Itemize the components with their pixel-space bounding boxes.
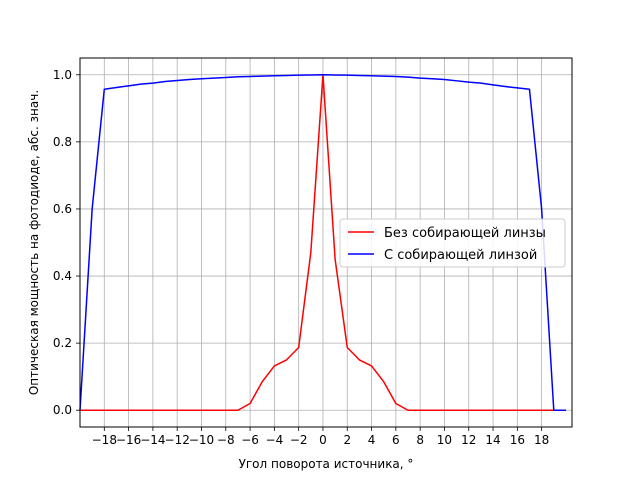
x-tick-label: 0: [319, 433, 327, 447]
legend-label: Без собирающей линзы: [384, 226, 546, 241]
y-tick-label: 0.4: [53, 269, 72, 283]
x-axis-label: Угол поворота источника, °: [239, 457, 414, 471]
legend: Без собирающей линзы С собирающей линзой: [339, 218, 566, 268]
x-tick-label: 10: [437, 433, 452, 447]
x-tick-label: 4: [368, 433, 376, 447]
x-tick-label: −2: [290, 433, 308, 447]
x-tick-label: 6: [392, 433, 400, 447]
x-tick-label: −12: [165, 433, 190, 447]
x-axis-ticks: −18−16−14−12−10 −8 −6 −4 −2 0 2 4 6 8 10 12 14 16 18: [92, 427, 549, 447]
x-tick-label: −10: [189, 433, 214, 447]
y-tick-label: 0.6: [53, 202, 72, 216]
y-tick-label: 0.8: [53, 135, 72, 149]
x-tick-label: 16: [510, 433, 525, 447]
x-tick-label: 18: [534, 433, 549, 447]
x-tick-label: −14: [140, 433, 165, 447]
y-tick-label: 0.0: [53, 403, 72, 417]
x-tick-label: 12: [461, 433, 476, 447]
x-tick-label: −4: [266, 433, 284, 447]
plot-series: [79, 74, 566, 411]
x-tick-label: 2: [343, 433, 351, 447]
x-tick-label: −16: [116, 433, 141, 447]
y-tick-label: 1.0: [53, 68, 72, 82]
x-tick-label: 14: [485, 433, 500, 447]
x-tick-label: −8: [217, 433, 235, 447]
x-tick-label: −18: [92, 433, 117, 447]
y-axis-ticks: 0.0 0.2 0.4 0.6 0.8 1.0: [53, 68, 80, 417]
x-tick-label: 8: [416, 433, 424, 447]
x-tick-label: −6: [241, 433, 259, 447]
y-axis-label: Оптическая мощность на фотодиоде, абс. з…: [27, 90, 41, 395]
series-line-2: [79, 74, 566, 411]
legend-box: [339, 218, 566, 268]
legend-label: С собирающей линзой: [384, 248, 537, 263]
y-tick-label: 0.2: [53, 336, 72, 350]
axes-frame: [79, 57, 573, 428]
